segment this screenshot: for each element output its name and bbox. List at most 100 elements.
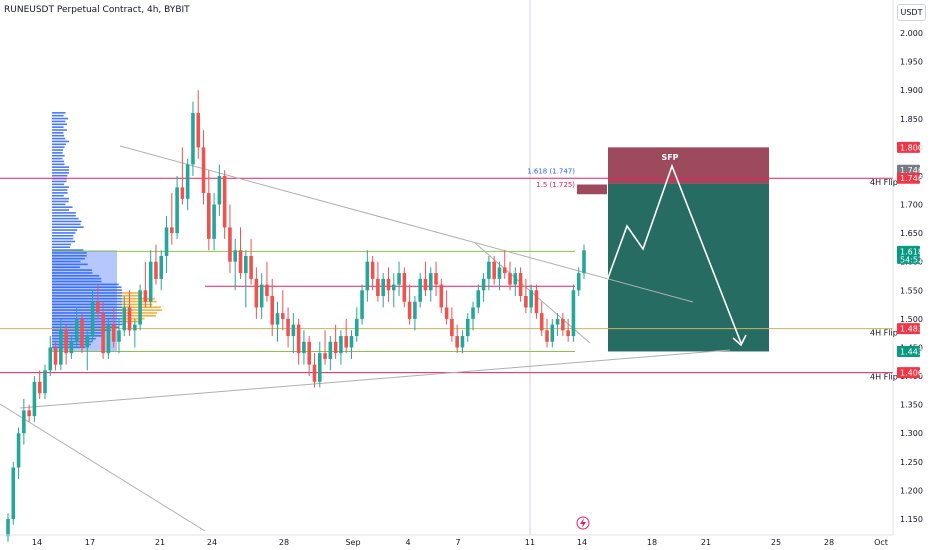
- candle-body: [181, 187, 185, 198]
- volume-profile-bar-blue: [52, 192, 68, 194]
- time-tick-label: 21: [155, 538, 165, 547]
- trendline: [120, 146, 693, 302]
- fib-zone: [577, 185, 607, 195]
- candle-body: [133, 325, 137, 331]
- volume-profile-bar-blue: [52, 204, 65, 206]
- candle-body: [524, 296, 528, 307]
- candle-body: [376, 279, 380, 296]
- candle-body: [64, 330, 68, 353]
- candle-body: [11, 468, 15, 519]
- price-tick-label: 1.950: [900, 58, 923, 67]
- volume-profile-bar-blue: [52, 246, 70, 248]
- candle-body: [381, 279, 385, 296]
- volume-profile-bar-blue: [52, 181, 67, 183]
- volume-profile-bar-blue: [52, 218, 78, 220]
- candle-body: [498, 267, 502, 278]
- volume-profile-bar-blue: [52, 115, 64, 117]
- price-tick-label: 1.850: [900, 115, 923, 124]
- candle-body: [323, 353, 327, 359]
- candle-body: [561, 319, 565, 330]
- candle-body: [482, 279, 486, 290]
- candle-body: [366, 262, 370, 291]
- candle-body: [477, 290, 481, 307]
- price-tick-label: 1.350: [900, 401, 923, 410]
- time-tick-label: Sep: [345, 538, 360, 547]
- volume-profile-bar-blue: [52, 189, 67, 191]
- currency-button[interactable]: USDT: [897, 4, 926, 21]
- candle-body: [80, 319, 84, 348]
- volume-profile: [52, 112, 162, 351]
- candle-body: [344, 336, 348, 347]
- candle-body: [360, 290, 364, 319]
- candle-body: [514, 273, 518, 284]
- price-tag: 1.443: [897, 346, 923, 357]
- price-tick-label: 1.650: [900, 229, 923, 238]
- candle-body: [403, 273, 407, 302]
- volume-profile-bar-blue: [52, 229, 77, 231]
- candle-body: [255, 279, 259, 308]
- time-tick-label: 14: [577, 538, 587, 547]
- price-tag-value: 1.746: [900, 174, 923, 183]
- volume-profile-bar-blue: [52, 209, 69, 211]
- trendline: [0, 404, 205, 531]
- lightning-bolt-icon: [580, 518, 586, 528]
- candle-body: [471, 307, 475, 318]
- price-tick-label: 1.150: [900, 515, 923, 524]
- candle-body: [149, 262, 153, 302]
- candle-body: [165, 227, 169, 256]
- candle-body: [572, 290, 576, 336]
- chart-title: RUNEUSDT Perpetual Contract, 4h, BYBIT: [4, 5, 190, 15]
- time-tick-label: Oct: [874, 538, 888, 547]
- volume-profile-bar-blue: [52, 169, 69, 171]
- candle-body: [43, 370, 47, 393]
- candle-body: [96, 302, 100, 313]
- time-tick-label: 28: [279, 538, 289, 547]
- candle-body: [196, 113, 200, 147]
- volume-profile-bar-blue: [52, 143, 66, 145]
- volume-profile-bar-blue: [52, 123, 67, 125]
- candle-body: [218, 176, 222, 205]
- time-tick-label: 21: [701, 538, 711, 547]
- volume-profile-bar-blue: [52, 118, 68, 120]
- price-tick-label: 1.700: [900, 201, 923, 210]
- candle-body: [540, 313, 544, 330]
- candle-body: [48, 347, 52, 370]
- candle-body: [159, 256, 163, 279]
- time-tick-label: 11: [525, 538, 535, 547]
- volume-profile-bar-blue: [52, 155, 65, 157]
- candle-body: [128, 307, 132, 330]
- price-axis[interactable]: 2.0001.9501.9001.8501.8001.7501.7001.650…: [893, 0, 923, 535]
- candle-body: [577, 273, 581, 290]
- candle-body: [550, 325, 554, 342]
- candle-body: [249, 256, 253, 279]
- volume-profile-bar-blue: [52, 172, 69, 174]
- candle-body: [529, 290, 533, 307]
- volume-profile-bar-blue: [52, 164, 65, 166]
- candle-body: [170, 227, 174, 233]
- candle-body: [112, 325, 116, 342]
- candle-body: [107, 325, 111, 354]
- candle-body: [487, 262, 491, 279]
- candle-body: [186, 165, 190, 199]
- volume-profile-bar-blue: [52, 175, 67, 177]
- candle-body: [33, 382, 37, 416]
- price-tick-label: 1.300: [900, 429, 923, 438]
- candle-body: [175, 187, 179, 233]
- candle-body: [239, 250, 243, 273]
- candle-body: [307, 342, 311, 365]
- volume-profile-bar-blue: [52, 235, 73, 237]
- candle-body: [461, 336, 465, 347]
- time-axis[interactable]: 14 17 21 24 28 Sep 4 7 11 14 18 21 25 28 Oct: [0, 535, 893, 547]
- volume-profile-bar-blue: [52, 146, 65, 148]
- volume-profile-bar-blue: [52, 129, 67, 131]
- volume-profile-bar-blue: [52, 158, 63, 160]
- candle-body: [38, 382, 42, 393]
- time-tick-label: 28: [824, 538, 834, 547]
- price-tag-countdown: 54:52: [900, 255, 923, 264]
- candle-body: [75, 319, 79, 342]
- volume-profile-bar-orange: [122, 304, 152, 306]
- price-tag-value: 1.406: [900, 369, 923, 378]
- volume-profile-bar-blue: [52, 126, 64, 128]
